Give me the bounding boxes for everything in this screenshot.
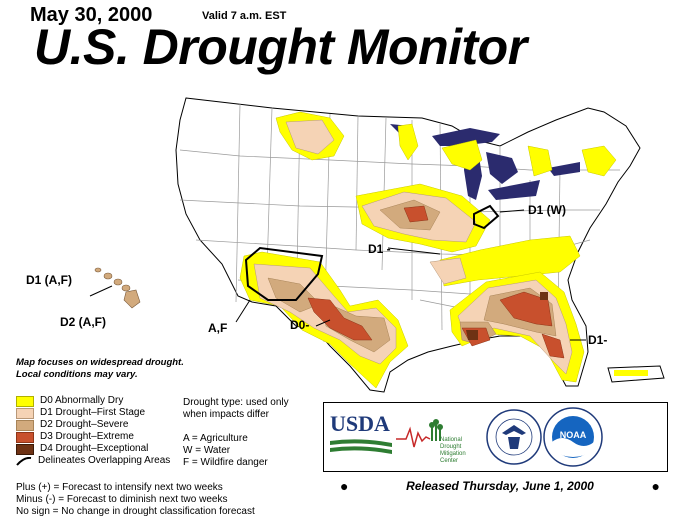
forecast-plus: Plus (+) = Forecast to intensify next tw… — [16, 482, 223, 493]
legend-label-overlap: Delineates Overlapping Areas — [38, 455, 171, 466]
label-d1-w: D1 (W) — [528, 203, 566, 217]
ndmc-graph-icon — [396, 419, 443, 448]
legend-item-d2: D2 Drought–Severe — [16, 419, 170, 431]
dtype-line-2: when impacts differ — [183, 409, 269, 420]
forecast-key: Plus (+) = Forecast to intensify next tw… — [16, 482, 255, 518]
forecast-nosign: No sign = No change in drought classific… — [16, 506, 255, 517]
legend-label-d0: D0 Abnormally Dry — [40, 395, 124, 406]
dtype-wildfire: F = Wildfire danger — [183, 457, 268, 468]
label-d1-se: D1- — [588, 333, 608, 347]
ndmc-line-1: National — [440, 437, 463, 443]
map-note: Map focuses on widespread drought. Local… — [16, 357, 184, 381]
legend-swatch-d2 — [16, 419, 34, 431]
legend-swatch-d4 — [16, 443, 34, 455]
drought-type-key: Drought type: used only when impacts dif… — [183, 397, 289, 469]
noaa-text: NOAA — [560, 430, 587, 440]
hawaii-leader — [89, 285, 113, 297]
legend-item-d1: D1 Drought–First Stage — [16, 407, 170, 419]
usda-logo: USDA — [330, 411, 392, 459]
label-d1-center: D1 - — [368, 242, 391, 256]
note-line-1: Map focuses on widespread drought. — [16, 357, 184, 368]
map-date: May 30, 2000 — [30, 4, 153, 26]
dtype-water: W = Water — [183, 445, 231, 456]
leader-lines — [235, 209, 586, 341]
legend-swatch-d3 — [16, 431, 34, 443]
legend-label-d1: D1 Drought–First Stage — [40, 407, 146, 418]
usda-field-icon — [330, 439, 392, 454]
bullet-icon: ● — [340, 478, 349, 494]
label-hawaii-d1: D1 (A,F) — [26, 273, 72, 287]
label-hawaii-d2: D2 (A,F) — [60, 315, 106, 329]
ndmc-text: National Drought Mitigation Center — [440, 437, 466, 465]
d4-areas — [466, 292, 548, 340]
dtype-line-1: Drought type: used only — [183, 397, 289, 408]
page-title: U.S. Drought Monitor — [34, 19, 527, 75]
legend-label-d2: D2 Drought–Severe — [40, 419, 129, 430]
overlap-lines — [244, 204, 500, 301]
noaa-logo-icon: NOAA — [543, 407, 603, 467]
legend-item-d0: D0 Abnormally Dry — [16, 395, 170, 407]
label-d0: D0- — [290, 318, 310, 332]
valid-time: Valid 7 a.m. EST — [202, 10, 287, 22]
legend-label-d3: D3 Drought–Extreme — [40, 431, 134, 442]
commerce-seal-icon — [486, 409, 542, 465]
ndmc-line-3: Mitigation — [440, 451, 466, 457]
legend-swatch-d1 — [16, 407, 34, 419]
ndmc-line-4: Center — [440, 458, 459, 464]
usda-text: USDA — [330, 411, 390, 436]
forecast-minus: Minus (-) = Forecast to diminish next tw… — [16, 494, 228, 505]
dtype-agriculture: A = Agriculture — [183, 433, 248, 444]
legend-item-d4: D4 Drought–Exceptional — [16, 443, 170, 455]
label-a-f: A,F — [208, 321, 228, 335]
legend-overlap-line-icon — [16, 456, 32, 466]
ndmc-logo: National Drought Mitigation Center — [396, 407, 488, 467]
legend-item-d3: D3 Drought–Extreme — [16, 431, 170, 443]
release-date: Released Thursday, June 1, 2000 — [406, 479, 594, 493]
legend-item-overlap: Delineates Overlapping Areas — [16, 455, 170, 467]
legend: D0 Abnormally Dry D1 Drought–First Stage… — [16, 395, 170, 467]
ndmc-line-2: Drought — [440, 444, 462, 450]
legend-swatch-d0 — [16, 395, 34, 407]
legend-label-d4: D4 Drought–Exceptional — [40, 443, 149, 454]
hawaii — [94, 267, 141, 309]
release-line: ● Released Thursday, June 1, 2000 ● — [340, 478, 660, 494]
agency-logos: USDA National Drought Mitigation Center — [323, 402, 668, 472]
bullet-icon: ● — [651, 478, 660, 494]
note-line-2: Local conditions may vary. — [16, 369, 138, 380]
